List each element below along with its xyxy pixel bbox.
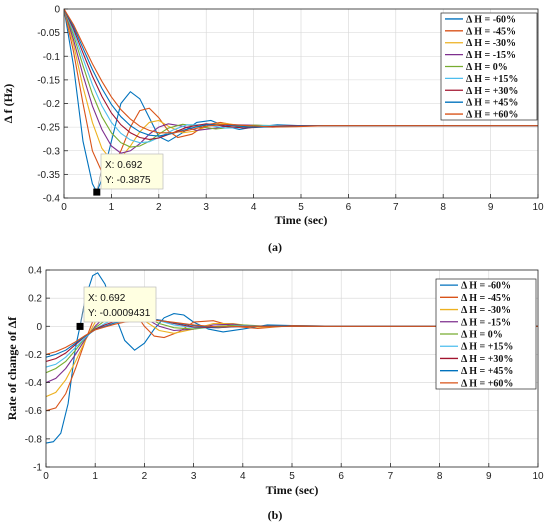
legend-entry: Δ H = 0% [461,330,503,341]
x-tick-label: 0 [43,471,49,482]
chart-a: 0 1 2 3 4 5 6 7 8 9 10 0 -0.05 -0.1 -0.15 -0.2 -0.25 -0.3… [1,5,544,255]
datatip-marker[interactable] [93,188,101,196]
x-tick-label: 4 [251,202,257,213]
legend-entry: Δ H = +60% [461,378,513,389]
y-tick-label: 0 [54,5,60,16]
y-tick-label: -0.15 [37,75,60,86]
y-tick-label: -0.8 [25,434,43,445]
legend-entry: Δ H = +60% [466,110,518,121]
y-tick-label: -0.2 [25,350,43,361]
y-tick-label: -0.1 [43,52,61,63]
legend-entry: Δ H = -15% [466,50,516,61]
x-tick-label: 0 [61,202,67,213]
datatip-x: X: 0.692 [105,160,143,171]
legend-entry: Δ H = +30% [466,86,518,97]
y-tick-label: 0.4 [28,266,42,277]
legend-entry: Δ H = +45% [466,98,518,109]
datatip-marker[interactable] [76,322,84,330]
legend-entry: Δ H = +15% [461,342,513,353]
x-tick-label: 3 [191,471,197,482]
y-tick-label: -0.35 [37,170,60,181]
datatip-y: Y: -0.0009431 [88,308,151,319]
x-tick-label: 2 [156,202,162,213]
x-tick-label: 6 [346,202,352,213]
x-tick-label: 9 [486,471,492,482]
x-tick-label: 7 [393,202,399,213]
legend-entry: Δ H = +45% [461,366,513,377]
x-tick-label: 4 [240,471,246,482]
legend-entry: Δ H = -30% [466,38,516,49]
datatip-leader [79,304,85,327]
x-tick-label: 10 [532,471,544,482]
legend-entry: Δ H = -60% [466,14,516,25]
legend-entry: Δ H = +15% [466,74,518,85]
x-tick-label: 8 [440,202,446,213]
series-line-9 [64,9,538,134]
x-tick-label: 2 [142,471,148,482]
datatip-x: X: 0.692 [88,293,126,304]
x-tick-label: 3 [203,202,209,213]
x-axis-label: Time (sec) [266,483,319,497]
figure-caption: (a) [268,240,282,254]
y-tick-label: -1 [33,463,42,474]
y-tick-label: -0.4 [25,378,43,389]
x-tick-label: 9 [488,202,494,213]
datatip-box [100,153,164,190]
y-axis-label: Rate of change of Δf [5,316,19,421]
y-tick-label: 0 [36,322,42,333]
x-tick-label: 1 [92,471,98,482]
y-tick-label: -0.25 [37,123,60,134]
legend-entry: Δ H = -30% [461,305,511,316]
legend-entry: Δ H = 0% [466,62,508,73]
y-tick-label: -0.4 [43,194,61,205]
datatip-y: Y: -0.3875 [105,175,151,186]
y-tick-label: -0.05 [37,28,60,39]
x-tick-label: 1 [109,202,115,213]
legend-entry: Δ H = -45% [466,26,516,37]
x-tick-label: 8 [437,471,443,482]
figure-caption: (b) [268,508,283,522]
y-tick-label: 0.2 [28,294,42,305]
x-tick-label: 6 [338,471,344,482]
y-tick-label: -0.3 [43,146,61,157]
legend-entry: Δ H = +30% [461,354,513,365]
legend-entry: Δ H = -45% [461,293,511,304]
x-tick-label: 5 [298,202,304,213]
y-axis-label: Δ f (Hz) [1,84,15,124]
x-tick-label: 5 [289,471,295,482]
chart-b: 0 1 2 3 4 5 6 7 8 9 10 0.4 0.2 0 -0.2 -0.4 -0.6 -0.8 -1 Tim… [5,266,544,523]
series-line-9 [46,319,538,355]
x-tick-label: 10 [532,202,544,213]
y-tick-label: -0.2 [43,99,61,110]
x-tick-label: 7 [388,471,394,482]
legend-entry: Δ H = -60% [461,281,511,292]
legend-entry: Δ H = -15% [461,317,511,328]
x-axis-label: Time (sec) [275,213,328,227]
datatip-box [83,286,157,323]
y-tick-label: -0.6 [25,406,43,417]
